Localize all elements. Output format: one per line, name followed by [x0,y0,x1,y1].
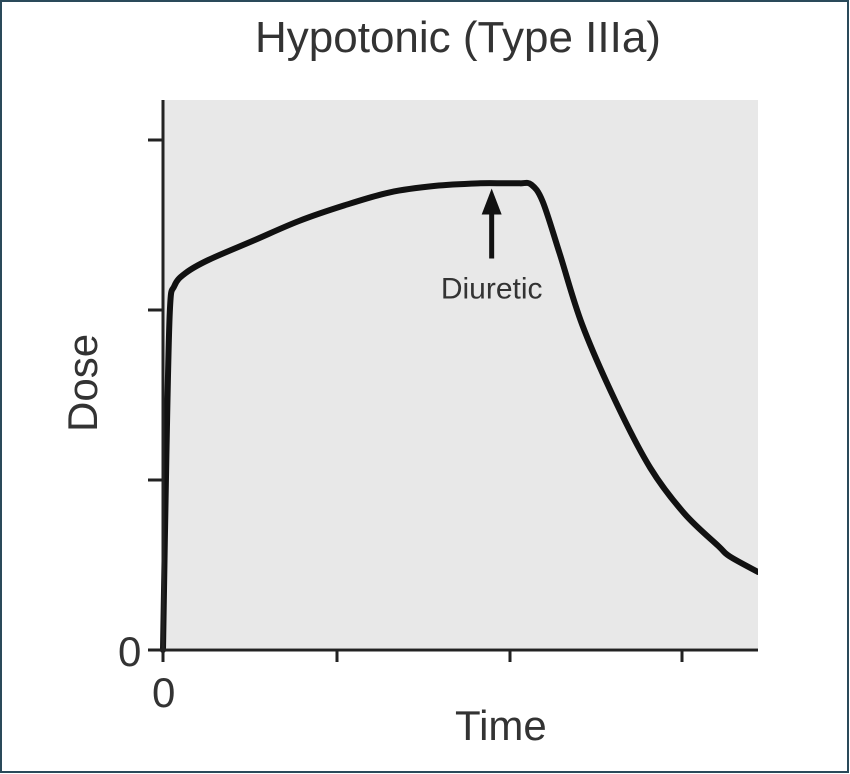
chart-title: Hypotonic (Type IIIa) [255,13,661,62]
x-tick-label-0: 0 [152,669,175,716]
series-line-0 [160,179,758,653]
x-axis-label: Time [455,702,547,749]
annotation-arrow-icon [481,188,502,215]
plot-area [163,100,758,648]
series-layer [160,179,758,653]
annotation-layer: Diuretic [441,188,543,306]
y-axis-label: Dose [59,334,106,432]
y-ticks [148,138,163,652]
y-tick-label-0: 0 [118,628,141,675]
x-ticks [161,650,684,662]
annotation-label-0: Diuretic [441,273,543,306]
